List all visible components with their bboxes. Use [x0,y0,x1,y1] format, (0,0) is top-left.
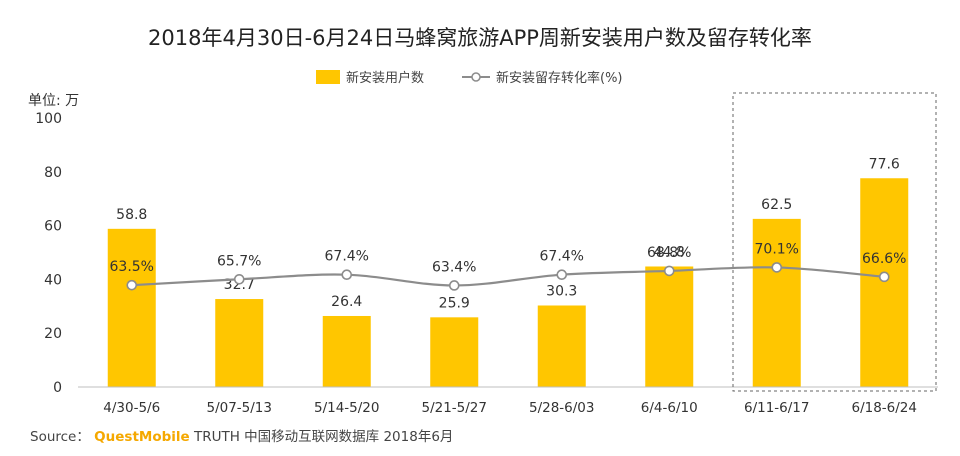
line-value-label: 63.5% [110,259,154,275]
y-tick-label: 60 [44,219,62,235]
legend-line-marker [471,72,481,82]
x-tick-label: 5/28-6/03 [529,400,595,416]
source-rest: TRUTH 中国移动互联网数据库 2018年6月 [193,429,454,445]
bar [322,315,371,387]
line-point [556,269,568,280]
legend-bar-label: 新安装用户数 [346,70,424,86]
x-axis: 4/30-5/6 5/07-5/13 5/14-5/20 5/21-5/27 5/28-… [78,386,938,416]
y-axis-unit-label: 单位: 万 [28,93,79,109]
source-brand: QuestMobile [94,429,190,445]
line-point [448,280,460,291]
y-tick-label: 100 [35,111,62,127]
bar-value-label: 32.7 [224,277,255,293]
bar-value-label: 44.8 [654,244,685,260]
x-tick-label: 6/11-6/17 [744,400,810,416]
y-tick-label: 80 [44,165,62,181]
chart-title: 2018年4月30日-6月24日马蜂窝旅游APP周新安装用户数及留存转化率 [148,26,812,50]
bar [430,317,479,387]
legend-bar-swatch [316,70,340,84]
x-tick-label: 5/21-5/27 [421,400,487,416]
highlight-box [732,92,937,392]
bar [752,218,801,387]
x-tick-label: 5/14-5/20 [314,400,380,416]
y-axis: 0 20 40 60 80 100 [35,111,62,396]
x-tick-label: 6/4-6/10 [641,400,698,416]
line-point [126,279,138,291]
line-value-label: 68.8% [647,245,691,261]
bar-value-label: 26.4 [331,294,362,310]
bar-value-label: 25.9 [439,295,470,311]
source-line: Source： QuestMobile TRUTH 中国移动互联网数据库 201… [30,425,453,445]
bar [645,266,694,387]
x-tick-label: 4/30-5/6 [103,400,160,416]
line-path [131,266,885,287]
bar-value-label: 58.8 [116,207,147,223]
bar-series [107,178,909,387]
y-tick-label: 20 [44,326,62,342]
y-tick-label: 40 [44,272,62,288]
bar [215,299,264,387]
line-point [233,273,245,285]
y-tick-label: 0 [53,380,62,396]
line-point [663,265,675,277]
line-point [341,269,353,280]
bar [860,178,909,387]
line-value-label: 65.7% [217,253,261,269]
line-value-label: 67.4% [540,249,584,265]
x-tick-label: 5/07-5/13 [206,400,272,416]
line-value-label: 70.1% [755,241,799,257]
source-prefix: Source： [30,429,90,445]
line-value-label: 67.4% [325,249,369,265]
line-point [878,271,890,283]
bar-value-label: 30.3 [546,283,577,299]
bar [537,305,586,387]
line-point [771,262,783,273]
x-tick-label: 6/18-6/24 [851,400,917,416]
bar [107,228,156,387]
legend-line-label: 新安装留存转化率(%) [496,70,623,86]
line-series: 63.5% 65.7% 67.4% 63.4% 67.4% 68.8% 70.1% 66.6% [110,241,906,291]
line-value-label: 63.4% [432,259,476,275]
bar-value-label: 62.5 [761,197,792,213]
line-value-label: 66.6% [862,251,906,267]
bar-value-labels: 58.8 32.7 26.4 25.9 30.3 44.8 62.5 77.6 [116,156,900,311]
bar-value-label: 77.6 [869,156,900,172]
